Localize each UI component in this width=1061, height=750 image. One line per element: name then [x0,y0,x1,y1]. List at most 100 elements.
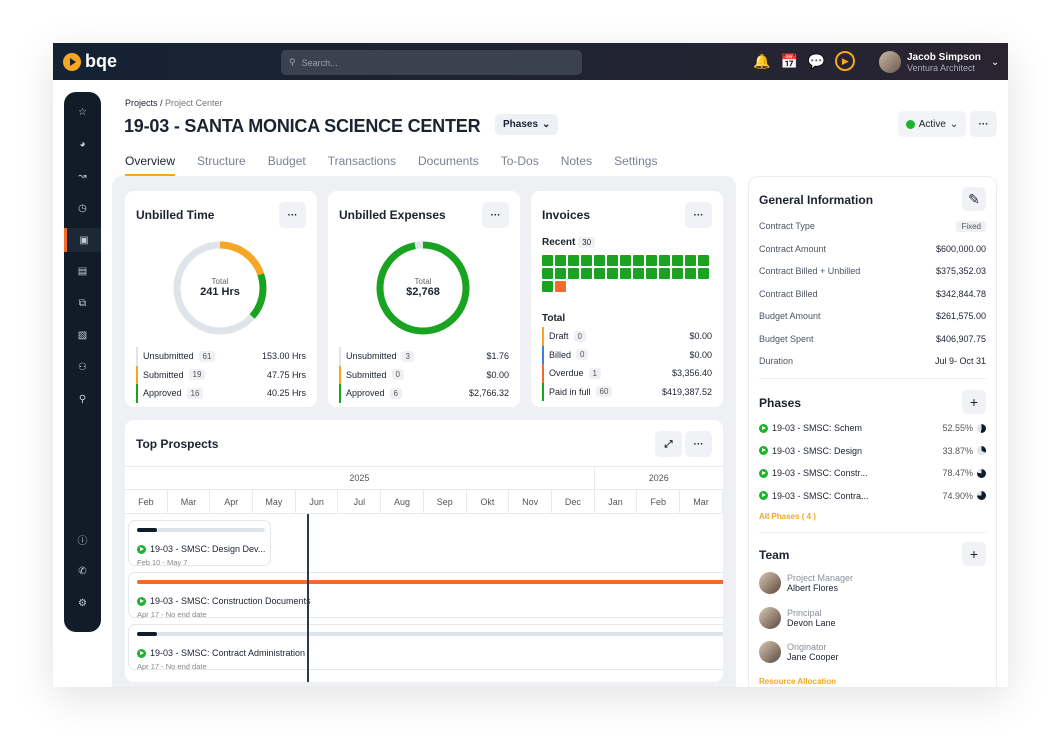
sidebar-item-copy[interactable]: ⧉ [64,291,101,315]
year-label: 2026 [594,466,723,490]
invoice-paid-square[interactable] [672,268,683,279]
year-label: 2025 [125,466,595,490]
invoice-paid-square[interactable] [646,255,657,266]
legend-row: Approved 16 40.25 Hrs [136,384,306,403]
invoice-paid-square[interactable] [620,268,631,279]
add-phase-button[interactable]: + [962,390,986,414]
sidebar-item-document[interactable]: ▤ [64,259,101,283]
sidebar-item-users[interactable]: ⚇ [64,355,101,379]
avatar [759,572,781,594]
invoice-paid-square[interactable] [555,255,566,266]
phase-item[interactable]: 19-03 - SMSC: Constr... 78.47% [759,468,986,478]
invoice-paid-square[interactable] [581,255,592,266]
progress-bar [137,528,265,532]
sidebar-item-dashboard[interactable]: ◕ [64,132,101,156]
timeline-item[interactable]: 19-03 - SMSC: Construction Documents Apr … [128,572,723,619]
legend-row: Overdue 1 $3,356.40 [542,364,712,383]
timeline-item[interactable]: 19-03 - SMSC: Contract Administration Apr… [128,624,723,671]
breadcrumb-projects[interactable]: Projects [125,98,158,108]
add-team-member-button[interactable]: + [962,542,986,566]
sidebar-item-chart[interactable]: ↝ [64,164,101,188]
invoice-paid-square[interactable] [620,255,631,266]
briefcase-icon: ▣ [79,234,89,246]
status-dropdown[interactable]: Active ⌄ [898,111,966,137]
unbilled-time-more-button[interactable]: ··· [279,202,306,228]
progress-pie-icon [977,423,986,433]
resource-allocation-link[interactable]: Resource Allocation [759,677,837,686]
invoice-paid-square[interactable] [542,268,553,279]
phases-dropdown[interactable]: Phases ⌄ [495,114,559,135]
bell-icon[interactable]: 🔔 [753,52,771,69]
invoice-paid-square[interactable] [659,268,670,279]
user-menu[interactable]: Jacob Simpson Ventura Architect ⌄ [879,51,999,73]
invoice-paid-square[interactable] [542,281,553,292]
donut-center: Total 241 Hrs [200,277,240,298]
sidebar-item-clock[interactable]: ◷ [64,196,101,220]
sidebar-item-help[interactable]: ⓘ [64,527,101,551]
legend-row: Submitted 0 $0.00 [339,365,509,384]
team-member[interactable]: Originator Jane Cooper [759,641,839,663]
phase-item[interactable]: 19-03 - SMSC: Contra... 74.90% [759,491,986,501]
invoice-paid-square[interactable] [633,255,644,266]
sidebar-item-phone[interactable]: ✆ [64,559,101,583]
month-label: Mar [680,490,723,514]
invoice-paid-square[interactable] [555,268,566,279]
prospects-more-button[interactable]: ··· [685,431,712,457]
invoice-paid-square[interactable] [594,268,605,279]
timeline-item[interactable]: 19-03 - SMSC: Design Dev... Feb 10 - May … [128,520,271,567]
invoice-paid-square[interactable] [568,255,579,266]
legend-row: Billed 0 $0.00 [542,345,712,364]
sidebar-item-star[interactable]: ☆ [64,100,101,124]
top-prospects-card: Top Prospects ⤢ ··· 2025 2026 Feb Mar Apr May… [125,420,723,682]
invoice-overdue-square[interactable] [555,281,566,292]
invoice-paid-square[interactable] [607,255,618,266]
all-phases-link[interactable]: All Phases ( 4 ) [759,512,816,521]
tab-documents[interactable]: Documents [418,154,479,168]
invoice-paid-square[interactable] [646,268,657,279]
invoice-paid-square[interactable] [698,255,709,266]
project-more-button[interactable]: ··· [970,111,997,137]
tab-settings[interactable]: Settings [614,154,658,168]
legend-row: Unsubmitted 61 153.00 Hrs [136,347,306,366]
tab-overview[interactable]: Overview [125,154,176,177]
search-input[interactable]: ⚲ Search... [281,50,582,75]
invoice-paid-square[interactable] [607,268,618,279]
progress-fill [137,528,157,532]
expand-button[interactable]: ⤢ [655,431,682,457]
invoice-paid-square[interactable] [685,255,696,266]
invoice-paid-square[interactable] [581,268,592,279]
calendar-icon[interactable]: 📅 [780,52,798,69]
team-member[interactable]: Project Manager Albert Flores [759,572,853,594]
phase-item[interactable]: 19-03 - SMSC: Schem 52.55% [759,423,986,433]
timer-play-icon[interactable]: ▶ [835,51,856,71]
invoice-paid-square[interactable] [659,255,670,266]
invoice-paid-square[interactable] [685,268,696,279]
sidebar-item-network[interactable]: ⚲ [64,387,101,411]
team-member[interactable]: Principal Devon Lane [759,606,836,629]
progress-fill [137,632,157,636]
tab-notes[interactable]: Notes [560,154,593,168]
tab-budget[interactable]: Budget [267,154,306,168]
play-status-icon [137,596,146,606]
tab-to-dos[interactable]: To-Dos [500,154,539,168]
month-label: Dec [552,490,595,514]
sidebar-item-briefcase[interactable]: ▣ [64,228,101,252]
invoice-paid-square[interactable] [568,268,579,279]
invoice-paid-square[interactable] [542,255,553,266]
sidebar-item-settings[interactable]: ⚙ [64,591,101,615]
tab-structure[interactable]: Structure [197,154,246,168]
info-row: Budget Amount $261,575.00 [759,311,986,321]
logo[interactable]: bqe [63,51,117,72]
edit-button[interactable]: ✎ [962,187,986,211]
invoice-paid-square[interactable] [633,268,644,279]
unbilled-expenses-more-button[interactable]: ··· [482,202,509,228]
phase-item[interactable]: 19-03 - SMSC: Design 33.87% [759,446,986,456]
invoice-paid-square[interactable] [672,255,683,266]
tab-transactions[interactable]: Transactions [327,154,396,168]
chat-icon[interactable]: 💬 [807,52,826,69]
invoice-paid-square[interactable] [698,268,709,279]
sidebar-item-invoice[interactable]: ▧ [64,323,101,347]
unbilled-expenses-card: Unbilled Expenses ··· Total $2,768 Unsubmitt… [328,191,520,407]
invoice-paid-square[interactable] [594,255,605,266]
invoices-more-button[interactable]: ··· [685,202,712,228]
